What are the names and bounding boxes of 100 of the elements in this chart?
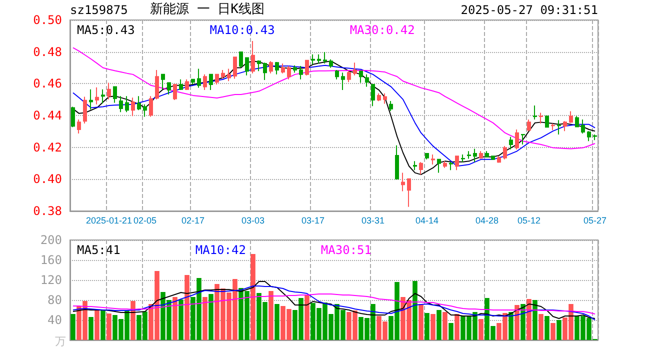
text: MA30:51 <box>320 243 372 257</box>
candlestick <box>275 62 279 75</box>
candlestick <box>509 136 513 150</box>
y-tick-label: 0.50 <box>33 13 62 27</box>
x-tick-label: 04-14 <box>415 216 439 226</box>
bar <box>442 312 448 340</box>
bar <box>70 314 76 340</box>
candlestick <box>593 134 597 141</box>
bar <box>184 275 190 340</box>
x-tick-label: 02-05 <box>133 216 157 226</box>
candlestick <box>461 154 465 163</box>
candlestick <box>245 57 249 76</box>
candlestick <box>545 116 549 128</box>
candlestick <box>557 120 561 135</box>
x-tick-label: 03-31 <box>361 216 385 226</box>
candlestick <box>269 60 273 74</box>
candlestick <box>455 156 459 171</box>
bar <box>172 297 178 340</box>
candlestick <box>221 69 225 80</box>
candlestick <box>161 74 165 90</box>
candlestick <box>89 88 93 110</box>
candlestick <box>437 158 441 174</box>
candlestick <box>563 120 567 132</box>
candlestick <box>197 68 201 88</box>
y-tick-label: 160 <box>40 253 62 267</box>
candlestick <box>323 51 327 64</box>
y-tick-label: 0.48 <box>33 44 62 59</box>
candlestick <box>587 130 591 142</box>
candlestick <box>527 118 531 132</box>
candlestick <box>263 62 267 81</box>
candlestick <box>257 60 261 72</box>
candlestick <box>149 96 153 118</box>
candlestick <box>491 156 495 160</box>
bar <box>544 316 550 340</box>
bar <box>94 310 100 340</box>
candlestick <box>497 156 501 164</box>
candlestick <box>119 96 123 113</box>
candlestick <box>299 66 303 80</box>
candlestick <box>413 160 417 171</box>
candlestick <box>77 118 81 134</box>
x-tick-label: 02-17 <box>181 216 205 226</box>
candlestick <box>485 150 489 158</box>
candlestick <box>395 144 399 180</box>
candlestick <box>473 148 477 163</box>
bar <box>478 319 484 340</box>
text: 2025-05-27 09:31:51 <box>460 3 598 17</box>
y-tick-label: 0.46 <box>33 76 62 91</box>
candlestick <box>365 74 369 88</box>
text: sz159875 <box>70 3 128 17</box>
y-tick-label: 80 <box>48 293 62 307</box>
candlestick <box>83 96 87 124</box>
y-tick-label: 0.44 <box>33 108 62 122</box>
candlestick <box>125 96 129 113</box>
candlestick <box>113 86 117 104</box>
x-tick-label: 03-03 <box>241 216 265 226</box>
candlestick <box>575 116 579 128</box>
y-axis-title: 万 <box>55 336 66 348</box>
bar <box>550 323 556 340</box>
candlestick <box>515 129 519 150</box>
candlestick <box>311 54 315 65</box>
bar <box>448 323 454 340</box>
candlestick <box>329 58 333 68</box>
candlestick <box>449 161 453 171</box>
candlestick <box>101 88 105 104</box>
bar <box>430 314 436 340</box>
candlestick <box>401 172 405 192</box>
bar <box>514 305 520 340</box>
candlestick <box>251 40 255 74</box>
x-tick-label: 05-12 <box>517 216 541 226</box>
candlestick <box>95 86 99 105</box>
candlestick <box>305 60 309 76</box>
candlestick <box>383 92 387 104</box>
candlestick <box>539 112 543 124</box>
candlestick <box>143 104 147 118</box>
candlestick <box>215 74 219 85</box>
candlestick <box>371 84 375 107</box>
x-tick-label: 03-17 <box>301 216 325 226</box>
candlestick <box>179 78 183 91</box>
candlestick <box>155 69 159 100</box>
bar <box>130 301 136 340</box>
candlestick <box>191 78 195 85</box>
text: MA5:41 <box>77 243 120 257</box>
candlestick <box>209 74 213 91</box>
candlestick <box>71 106 75 128</box>
candlestick <box>479 150 483 160</box>
candlestick <box>467 150 471 160</box>
bar <box>106 314 112 340</box>
bar <box>424 313 430 340</box>
bar <box>268 291 274 340</box>
candlestick <box>503 146 507 160</box>
candlestick <box>419 162 423 176</box>
bar <box>538 314 544 340</box>
bar <box>508 312 514 340</box>
y-tick-label: 40 <box>48 313 62 327</box>
y-tick-label: 200 <box>40 233 62 247</box>
candlestick <box>167 82 171 95</box>
bar <box>556 320 562 340</box>
bar <box>100 310 106 340</box>
bar <box>454 314 460 340</box>
y-tick-label: 0.38 <box>33 204 62 218</box>
